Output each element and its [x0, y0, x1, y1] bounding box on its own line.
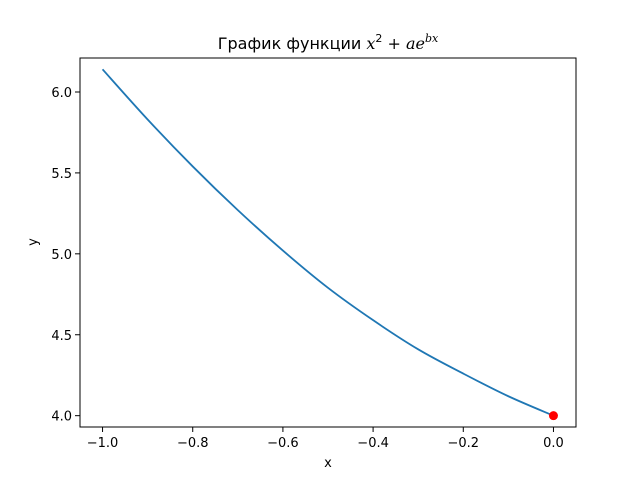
plot-area: [79, 57, 577, 428]
x-axis-label: x: [324, 456, 332, 471]
title-exp2: bx: [425, 32, 439, 45]
chart-title: График функции x2 + aebx: [218, 32, 439, 53]
y-tick-label: 4.0: [51, 410, 72, 425]
y-tick-label: 4.5: [51, 329, 72, 344]
title-base: x: [366, 34, 375, 53]
title-prefix: График функции: [218, 34, 367, 53]
ticks-layer: −1.0 −0.8 −0.6 −0.4 −0.2 0.0 4.0 4.5 5.0 5.5 6.0: [51, 86, 563, 451]
x-tick-label: −0.8: [177, 436, 209, 451]
y-axis-label: y: [26, 238, 41, 246]
x-tick-label: −0.2: [447, 436, 479, 451]
series-line: [101, 68, 554, 417]
title-exp1: 2: [375, 32, 382, 45]
y-tick-label: 5.5: [51, 167, 72, 182]
x-tick-label: −0.6: [267, 436, 299, 451]
series-layer: [101, 68, 554, 417]
y-tick-label: 5.0: [51, 248, 72, 263]
x-tick-label: 0.0: [543, 436, 564, 451]
y-tick-label: 6.0: [51, 86, 72, 101]
x-tick-label: −1.0: [87, 436, 119, 451]
points-layer: [548, 411, 558, 421]
highlight-point: [548, 411, 558, 421]
x-tick-label: −0.4: [357, 436, 389, 451]
title-op: + ae: [382, 34, 425, 53]
